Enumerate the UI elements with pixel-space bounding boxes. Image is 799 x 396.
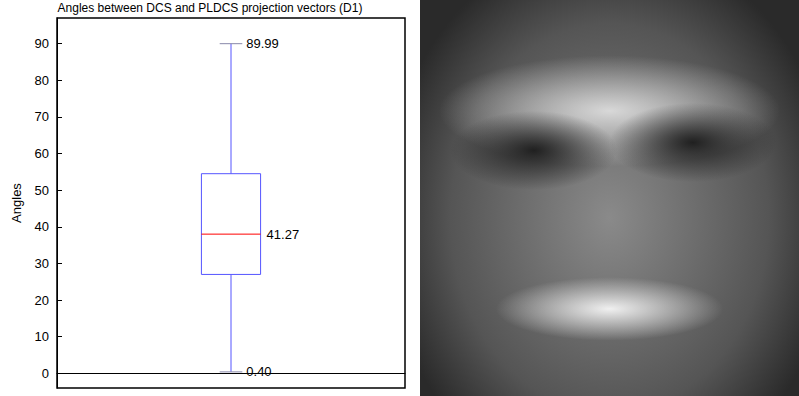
svg-text:90: 90 — [35, 36, 49, 51]
svg-text:40: 40 — [35, 219, 49, 234]
svg-text:30: 30 — [35, 256, 49, 271]
svg-text:89.99: 89.99 — [246, 36, 279, 51]
svg-text:Angles: Angles — [9, 183, 24, 223]
svg-text:0.40: 0.40 — [246, 364, 271, 379]
svg-text:50: 50 — [35, 183, 49, 198]
svg-text:70: 70 — [35, 109, 49, 124]
svg-text:41.27: 41.27 — [267, 227, 300, 242]
svg-text:60: 60 — [35, 146, 49, 161]
svg-text:0: 0 — [42, 366, 49, 381]
svg-text:Angles between DCS and PLDCS p: Angles between DCS and PLDCS projection … — [58, 1, 363, 15]
svg-text:10: 10 — [35, 329, 49, 344]
svg-text:20: 20 — [35, 293, 49, 308]
svg-text:80: 80 — [35, 73, 49, 88]
